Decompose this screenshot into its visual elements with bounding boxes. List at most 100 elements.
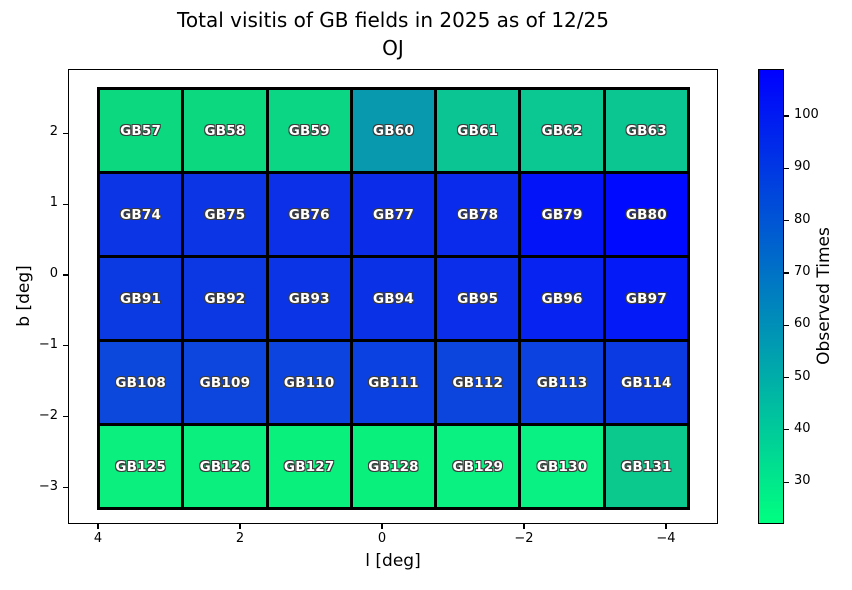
cell-label: GB111 [368, 374, 419, 391]
heatmap-cell-gb95: GB95 [437, 258, 519, 339]
cell-label: GB62 [541, 122, 583, 139]
heatmap-cell-gb131: GB131 [605, 426, 687, 507]
y-tick-mark [63, 416, 68, 418]
heatmap-cell-gb62: GB62 [521, 90, 603, 171]
x-tick-label: 4 [93, 531, 103, 546]
x-tick-mark [665, 524, 667, 529]
colorbar-tick-label: 50 [794, 368, 811, 384]
cell-label: GB76 [288, 206, 330, 223]
cell-label: GB57 [120, 122, 162, 139]
heatmap-cell-gb76: GB76 [268, 174, 350, 255]
cell-label: GB128 [368, 458, 419, 475]
colorbar-tick-label: 100 [794, 107, 819, 123]
y-tick-label: 0 [49, 266, 58, 281]
cell-label: GB61 [457, 122, 499, 139]
chart-title: Total visitis of GB fields in 2025 as of… [0, 6, 786, 62]
heatmap-cell-gb61: GB61 [437, 90, 519, 171]
heatmap-cell-gb109: GB109 [184, 342, 266, 423]
cell-label: GB127 [283, 458, 335, 475]
colorbar-tick-mark [784, 220, 789, 222]
cell-label: GB95 [457, 290, 499, 307]
chart-title-line1: Total visitis of GB fields in 2025 as of… [177, 8, 609, 32]
y-tick-mark [63, 487, 68, 489]
heatmap-cell-gb110: GB110 [268, 342, 350, 423]
heatmap-cell-gb125: GB125 [100, 426, 182, 507]
colorbar-tick-label: 80 [794, 211, 811, 227]
cell-label: GB91 [120, 290, 162, 307]
y-tick-mark [63, 203, 68, 205]
y-tick-label: −3 [38, 478, 58, 494]
heatmap-cell-gb108: GB108 [100, 342, 182, 423]
y-tick-mark [63, 345, 68, 347]
x-axis-label: l [deg] [365, 551, 421, 571]
heatmap-cell-gb93: GB93 [268, 258, 350, 339]
cell-label: GB75 [204, 206, 246, 223]
x-tick-mark [239, 524, 241, 529]
x-tick-label: 2 [235, 531, 245, 546]
colorbar-label: Observed Times [814, 227, 834, 365]
heatmap-cell-gb111: GB111 [352, 342, 435, 423]
colorbar-tick-mark [784, 481, 789, 483]
heatmap-cell-gb60: GB60 [352, 90, 435, 171]
heatmap-cell-gb91: GB91 [100, 258, 182, 339]
heatmap-cell-gb59: GB59 [268, 90, 350, 171]
cell-label: GB97 [625, 290, 667, 307]
heatmap-cell-gb130: GB130 [521, 426, 603, 507]
cell-label: GB109 [199, 374, 251, 391]
cell-label: GB78 [457, 206, 499, 223]
colorbar-tick-mark [784, 324, 789, 326]
cell-label: GB126 [199, 458, 251, 475]
heatmap-cell-gb129: GB129 [437, 426, 519, 507]
y-tick-mark [63, 132, 68, 134]
heatmap-cell-gb58: GB58 [184, 90, 266, 171]
heatmap-cell-gb63: GB63 [605, 90, 687, 171]
colorbar-tick-mark [784, 115, 789, 117]
heatmap-cell-gb80: GB80 [605, 174, 687, 255]
cell-label: GB129 [452, 458, 504, 475]
colorbar-tick-label: 70 [794, 263, 811, 279]
cell-label: GB108 [115, 374, 166, 391]
heatmap-cell-gb127: GB127 [268, 426, 350, 507]
colorbar-tick-label: 40 [794, 420, 811, 436]
heatmap-cell-gb74: GB74 [100, 174, 182, 255]
heatmap-cell-gb126: GB126 [184, 426, 266, 507]
heatmap-cell-gb79: GB79 [521, 174, 603, 255]
x-tick-mark [97, 524, 99, 529]
cell-label: GB77 [373, 206, 414, 223]
cell-label: GB93 [288, 290, 330, 307]
cell-label: GB59 [288, 122, 330, 139]
heatmap-cell-gb96: GB96 [521, 258, 603, 339]
y-tick-label: −2 [38, 407, 58, 423]
colorbar-tick-mark [784, 376, 789, 379]
heatmap-cell-gb97: GB97 [605, 258, 687, 339]
y-tick-mark [63, 274, 68, 276]
cell-label: GB114 [621, 374, 672, 391]
cell-label: GB131 [621, 458, 672, 475]
y-tick-label: 2 [49, 124, 58, 140]
cell-label: GB92 [204, 290, 246, 307]
cell-label: GB113 [536, 374, 588, 391]
colorbar-gradient [758, 69, 784, 524]
x-tick-mark [381, 524, 383, 529]
x-tick-label: −4 [656, 531, 676, 546]
heatmap-cell-gb114: GB114 [605, 342, 687, 423]
colorbar-tick-mark [784, 429, 789, 431]
cell-label: GB112 [452, 374, 504, 391]
cell-label: GB96 [541, 290, 583, 307]
heatmap-cell-gb77: GB77 [352, 174, 435, 255]
heatmap-cell-gb92: GB92 [184, 258, 266, 339]
heatmap-cell-gb128: GB128 [352, 426, 435, 507]
cell-label: GB80 [625, 206, 667, 223]
heatmap-cell-gb57: GB57 [100, 90, 182, 171]
heatmap-cell-gb94: GB94 [352, 258, 435, 339]
x-tick-label: 0 [377, 531, 387, 546]
x-tick-label: −2 [514, 531, 534, 546]
cell-label: GB110 [283, 374, 335, 391]
heatmap-cell-gb113: GB113 [521, 342, 603, 423]
colorbar-tick-label: 60 [794, 316, 811, 332]
chart-title-line2: OJ [382, 36, 404, 60]
colorbar-tick-label: 90 [794, 159, 811, 175]
colorbar-tick-mark [784, 272, 789, 274]
cell-label: GB94 [373, 290, 414, 307]
